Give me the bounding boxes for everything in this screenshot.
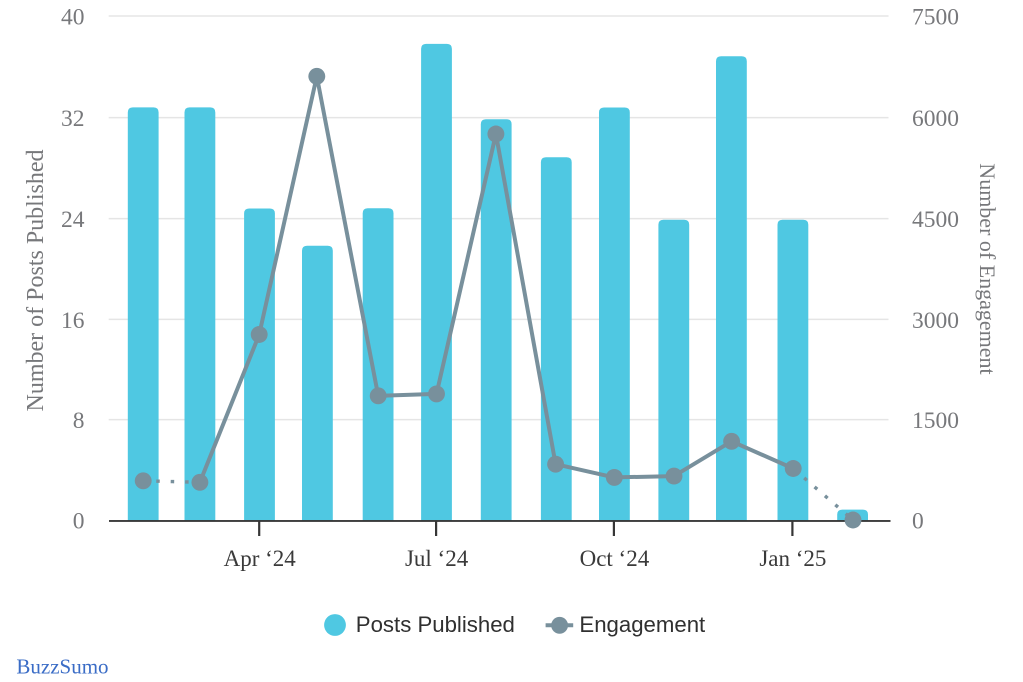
svg-text:Oct ‘24: Oct ‘24	[580, 546, 650, 571]
svg-text:40: 40	[61, 5, 85, 31]
svg-text:BuzzSumo: BuzzSumo	[16, 655, 108, 679]
svg-text:Jul ‘24: Jul ‘24	[405, 546, 469, 571]
svg-text:8: 8	[73, 408, 85, 434]
svg-text:Number of Engagement: Number of Engagement	[975, 163, 1000, 374]
svg-text:Jan ‘25: Jan ‘25	[759, 546, 826, 571]
svg-text:3000: 3000	[912, 308, 959, 334]
svg-text:Engagement: Engagement	[579, 612, 705, 637]
svg-text:24: 24	[61, 207, 85, 233]
svg-text:7500: 7500	[912, 5, 959, 31]
svg-text:1500: 1500	[912, 408, 959, 434]
svg-text:32: 32	[61, 106, 85, 132]
svg-text:Number of Posts Published: Number of Posts Published	[23, 149, 49, 411]
svg-text:Apr ‘24: Apr ‘24	[224, 546, 297, 571]
svg-text:0: 0	[73, 509, 85, 535]
svg-text:6000: 6000	[912, 106, 959, 132]
svg-text:16: 16	[61, 308, 85, 334]
svg-text:0: 0	[912, 509, 924, 535]
svg-text:4500: 4500	[912, 207, 959, 233]
svg-text:Posts Published: Posts Published	[356, 612, 515, 637]
